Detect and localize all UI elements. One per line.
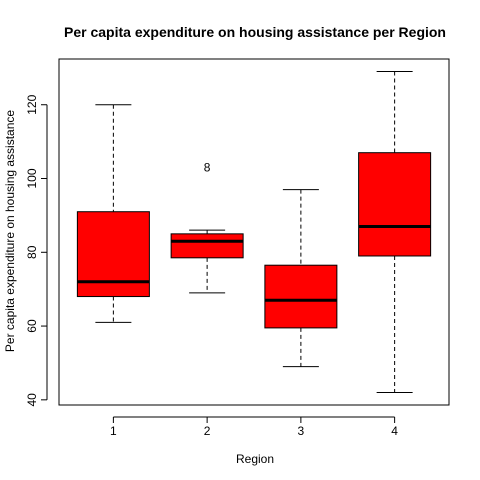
y-tick-label: 60 (25, 319, 39, 333)
y-tick-label: 80 (25, 245, 39, 259)
box-iqr (264, 264, 338, 329)
plot-frame (58, 58, 450, 406)
x-axis-label: Region (236, 452, 274, 466)
x-tick-label: 3 (298, 424, 305, 438)
box-iqr (170, 233, 244, 259)
x-tick-label: 2 (204, 424, 211, 438)
y-tick-label: 40 (25, 393, 39, 407)
x-tick-label: 1 (110, 424, 117, 438)
y-tick-label: 120 (25, 94, 39, 114)
y-axis-label: Per capita expenditure on housing assist… (3, 110, 17, 352)
x-tick-label: 4 (391, 424, 398, 438)
outlier-label: 8 (204, 160, 211, 174)
box-iqr (358, 152, 432, 257)
chart-title: Per capita expenditure on housing assist… (64, 24, 446, 40)
chart-marks: 40 60 80 100 120 1 2 3 4 8 (25, 71, 432, 438)
y-tick-label: 100 (25, 168, 39, 188)
box-iqr (76, 211, 150, 298)
